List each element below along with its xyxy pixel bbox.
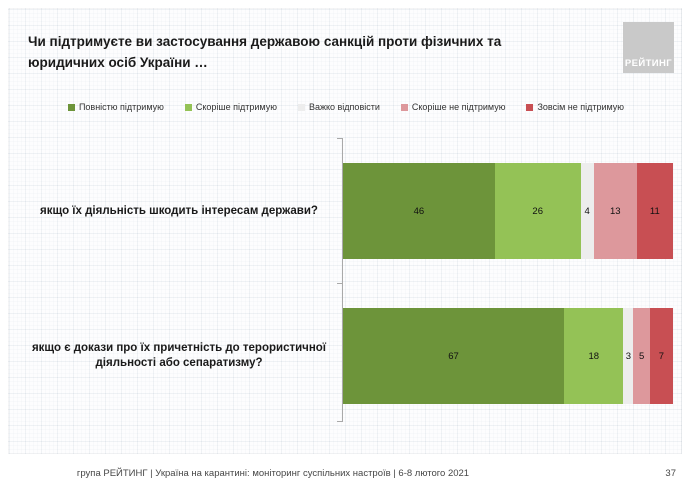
legend-label: Скоріше підтримую — [195, 102, 277, 112]
chart-row: якщо їх діяльність шкодить інтересам дер… — [9, 163, 683, 259]
axis-line — [342, 138, 343, 422]
rating-group-logo: РЕЙТИНГ — [623, 22, 674, 73]
legend-item: Повністю підтримую — [67, 102, 164, 112]
axis-tick-middle — [337, 283, 343, 284]
slide-background: Чи підтримуєте ви застосування державою … — [8, 8, 682, 454]
bar-value-label: 4 — [584, 205, 590, 217]
bar-segment: 26 — [494, 163, 581, 259]
legend-item: Зовсім не підтримую — [526, 102, 624, 112]
bar-value-label: 13 — [609, 205, 621, 217]
legend-marker-icon — [297, 103, 305, 111]
bar-value-label: 5 — [638, 350, 645, 362]
legend-item: Скоріше підтримую — [184, 102, 277, 112]
bar-segment: 18 — [564, 308, 624, 404]
bar-segment: 3 — [623, 308, 634, 404]
chart-row: якщо є докази про їх причетність до теро… — [9, 308, 683, 404]
bar-value-label: 26 — [532, 205, 543, 217]
legend-label: Повністю підтримую — [78, 102, 164, 112]
bar-segment: 4 — [580, 163, 594, 259]
category-label: якщо їх діяльність шкодить інтересам дер… — [40, 204, 318, 217]
legend-item: Скоріше не підтримую — [400, 102, 506, 112]
stacked-bar: 67 18 3 5 7 — [343, 308, 673, 404]
bar-value-label: 3 — [625, 350, 632, 362]
axis-tick-top — [337, 138, 343, 139]
axis-tick-bottom — [337, 421, 343, 422]
bar-segment: 46 — [343, 163, 495, 259]
legend-label: Скоріше не підтримую — [411, 102, 506, 112]
bar-value-label: 18 — [588, 350, 600, 362]
bar-value-label: 11 — [649, 205, 660, 217]
legend-marker-icon — [526, 103, 534, 111]
legend-marker-icon — [184, 103, 192, 111]
legend-label: Зовсім не підтримую — [537, 102, 625, 112]
legend-label: Важко відповісти — [308, 102, 380, 112]
legend-marker-icon — [67, 103, 75, 111]
bar-segment: 5 — [633, 308, 650, 404]
bar-value-label: 46 — [413, 205, 425, 217]
chart-title: Чи підтримуєте ви застосування державою … — [28, 31, 588, 73]
bar-value-label: 67 — [448, 350, 459, 362]
bar-segment: 7 — [649, 308, 673, 404]
bar-segment: 67 — [343, 308, 565, 404]
chart-legend: Повністю підтримую Скоріше підтримую Важко… — [9, 102, 683, 112]
legend-item: Важко відповісти — [297, 102, 380, 112]
category-label: якщо є докази про їх причетність до теро… — [31, 342, 327, 369]
page-number: 37 — [665, 468, 676, 479]
rating-logo-text: РЕЙТИНГ — [624, 58, 673, 69]
chart-title-line-2: юридичних осіб України … — [28, 55, 208, 70]
chart-title-line-1: Чи підтримуєте ви застосування державою … — [28, 34, 502, 49]
bar-segment: 11 — [636, 163, 673, 259]
bar-value-label: 7 — [658, 350, 665, 362]
bar-segment: 13 — [593, 163, 637, 259]
legend-marker-icon — [400, 103, 408, 111]
footer-caption: група РЕЙТИНГ | Україна на карантині: мо… — [76, 468, 470, 479]
stacked-bar: 46 26 4 13 11 — [343, 163, 673, 259]
